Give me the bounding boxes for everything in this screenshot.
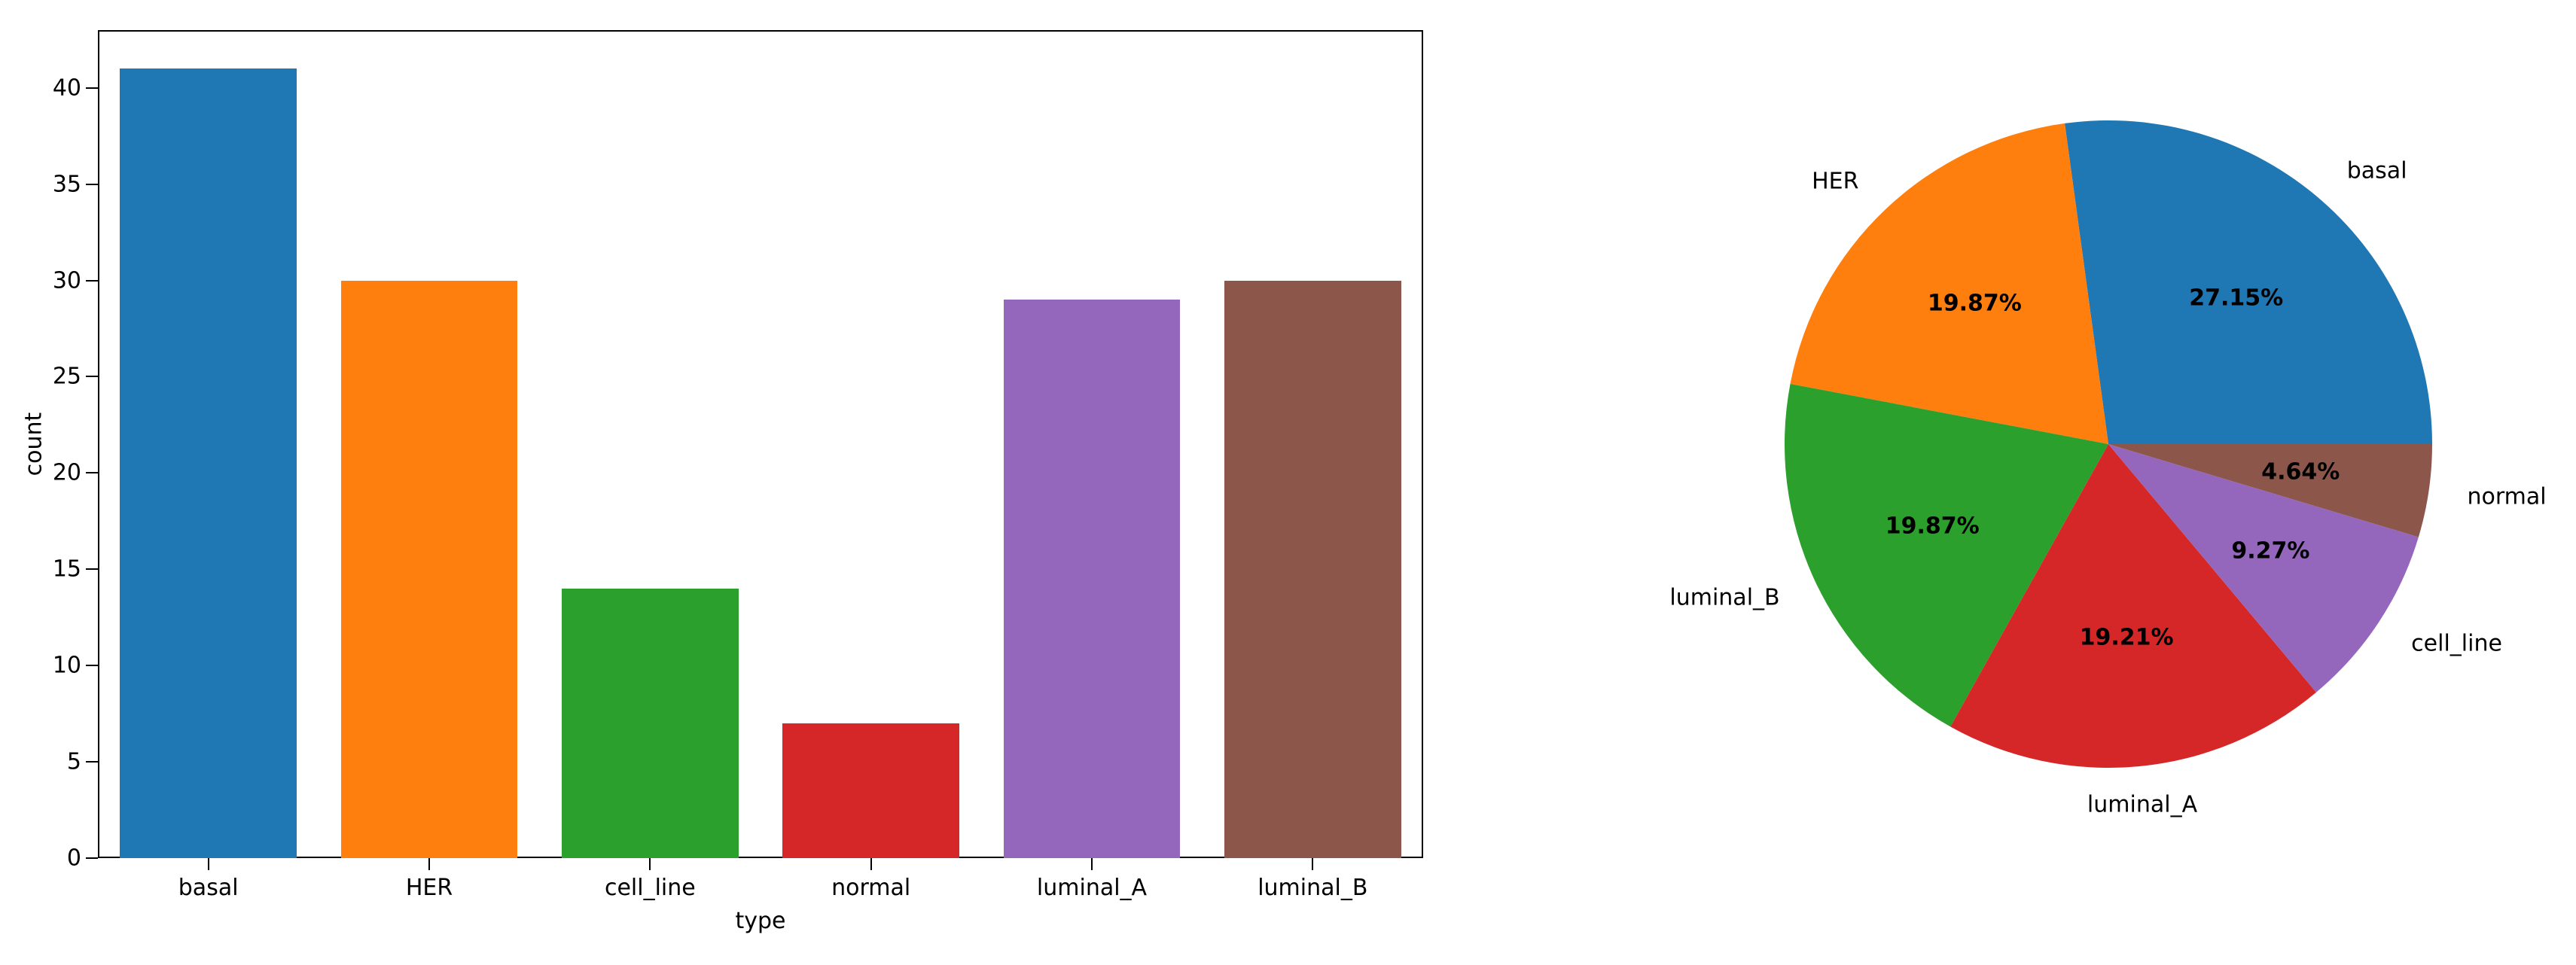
- pie-label-normal: normal: [2468, 483, 2547, 510]
- xtick-mark: [649, 858, 651, 870]
- xtick-label: HER: [406, 875, 453, 901]
- bar-chart: 0510152025303540 basalHERcell_linenormal…: [98, 30, 1423, 858]
- xtick-mark: [428, 858, 430, 870]
- ytick-label: 40: [53, 75, 81, 101]
- pie-pct-luminal_B: 19.87%: [1886, 513, 1980, 540]
- bar-chart-xlabel: type: [735, 908, 785, 934]
- bar-cell_line: [562, 589, 739, 858]
- bar-HER: [341, 281, 518, 858]
- ytick-label: 25: [53, 364, 81, 390]
- xtick-label: basal: [178, 875, 239, 901]
- xtick-label: normal: [831, 875, 910, 901]
- ytick-label: 15: [53, 556, 81, 583]
- pie-pct-luminal_A: 19.21%: [2080, 624, 2174, 650]
- xtick-label: cell_line: [605, 875, 696, 901]
- bar-luminal_A: [1004, 300, 1181, 858]
- bar-luminal_B: [1224, 281, 1401, 858]
- pie-chart-svg: [1590, 0, 2576, 962]
- pie-pct-basal: 27.15%: [2189, 285, 2283, 311]
- ytick-mark: [86, 87, 98, 89]
- bar-chart-ylabel: count: [21, 412, 47, 476]
- ytick-mark: [86, 376, 98, 377]
- ytick-label: 30: [53, 267, 81, 294]
- pie-label-basal: basal: [2347, 158, 2407, 184]
- ytick-mark: [86, 665, 98, 666]
- xtick-label: luminal_B: [1258, 875, 1367, 901]
- bar-normal: [782, 723, 959, 858]
- ytick-mark: [86, 568, 98, 570]
- xtick-mark: [208, 858, 209, 870]
- pie-pct-normal: 4.64%: [2261, 459, 2340, 486]
- pie-label-cell_line: cell_line: [2411, 630, 2502, 656]
- ytick-mark: [86, 280, 98, 282]
- xtick-mark: [1091, 858, 1093, 870]
- pie-pct-HER: 19.87%: [1928, 290, 2022, 316]
- ytick-label: 10: [53, 653, 81, 679]
- ytick-mark: [86, 761, 98, 763]
- pie-chart: 27.15% basal 19.87% HER 19.87% luminal_B 19.21…: [1590, 0, 2576, 962]
- ytick-label: 0: [67, 845, 81, 872]
- ytick-mark: [86, 472, 98, 473]
- pie-label-HER: HER: [1812, 168, 1858, 194]
- xtick-mark: [1312, 858, 1313, 870]
- ytick-label: 5: [67, 749, 81, 775]
- ytick-mark: [86, 184, 98, 185]
- ytick-mark: [86, 857, 98, 859]
- pie-pct-cell_line: 9.27%: [2231, 537, 2309, 564]
- ytick-label: 35: [53, 171, 81, 197]
- xtick-mark: [870, 858, 872, 870]
- bar-basal: [120, 68, 297, 858]
- ytick-label: 20: [53, 460, 81, 486]
- pie-label-luminal_A: luminal_A: [2087, 792, 2197, 818]
- figure: 0510152025303540 basalHERcell_linenormal…: [0, 0, 2576, 942]
- pie-label-luminal_B: luminal_B: [1669, 584, 1779, 610]
- xtick-label: luminal_A: [1037, 875, 1147, 901]
